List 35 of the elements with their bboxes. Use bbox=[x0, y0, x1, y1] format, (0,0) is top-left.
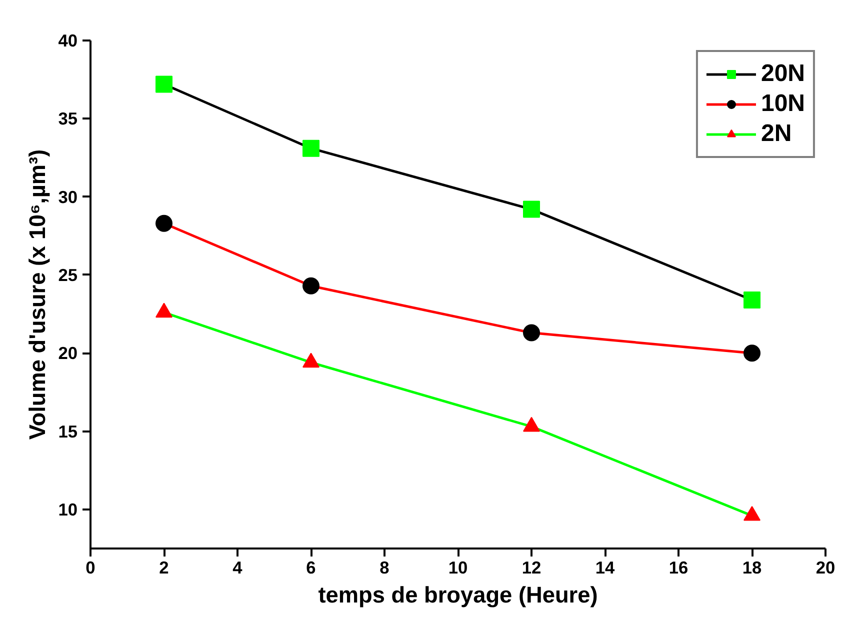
legend-label: 2N bbox=[760, 120, 792, 148]
y-tick-label: 30 bbox=[58, 186, 78, 207]
y-axis-title: Volume d'usure (x 10⁶,µm³) bbox=[24, 149, 50, 440]
point bbox=[156, 76, 172, 93]
x-tick-label: 18 bbox=[742, 558, 762, 578]
y-tick-label: 10 bbox=[58, 499, 78, 520]
x-tick-label: 10 bbox=[448, 558, 468, 578]
legend-label: 10N bbox=[760, 90, 805, 118]
point bbox=[302, 140, 320, 157]
point bbox=[523, 200, 540, 218]
y-tick-label: 40 bbox=[58, 30, 78, 50]
x-tick-label: 14 bbox=[595, 558, 615, 578]
x-axis-title: temps de broyage (Heure) bbox=[318, 582, 598, 608]
x-tick-label: 16 bbox=[668, 558, 688, 578]
point bbox=[744, 291, 760, 308]
y-tick-label: 35 bbox=[58, 108, 78, 129]
x-tick-label: 6 bbox=[306, 558, 316, 578]
point bbox=[156, 302, 172, 318]
x-tick-label: 4 bbox=[232, 558, 243, 578]
point bbox=[523, 416, 540, 432]
x-tick-label: 8 bbox=[380, 558, 390, 578]
x-tick-label: 2 bbox=[159, 558, 169, 578]
x-tick-label: 20 bbox=[816, 558, 836, 578]
point bbox=[302, 352, 320, 368]
y-tick-label: 25 bbox=[58, 264, 78, 285]
x-tick-label: 12 bbox=[522, 558, 542, 578]
y-tick-label: 20 bbox=[58, 343, 78, 364]
point bbox=[744, 344, 760, 362]
point bbox=[156, 214, 172, 232]
point bbox=[744, 506, 760, 521]
x-tick-label: 0 bbox=[86, 558, 96, 578]
point bbox=[302, 277, 320, 294]
legend-label: 20N bbox=[760, 60, 805, 88]
point bbox=[523, 324, 540, 342]
y-tick-label: 15 bbox=[58, 421, 78, 442]
